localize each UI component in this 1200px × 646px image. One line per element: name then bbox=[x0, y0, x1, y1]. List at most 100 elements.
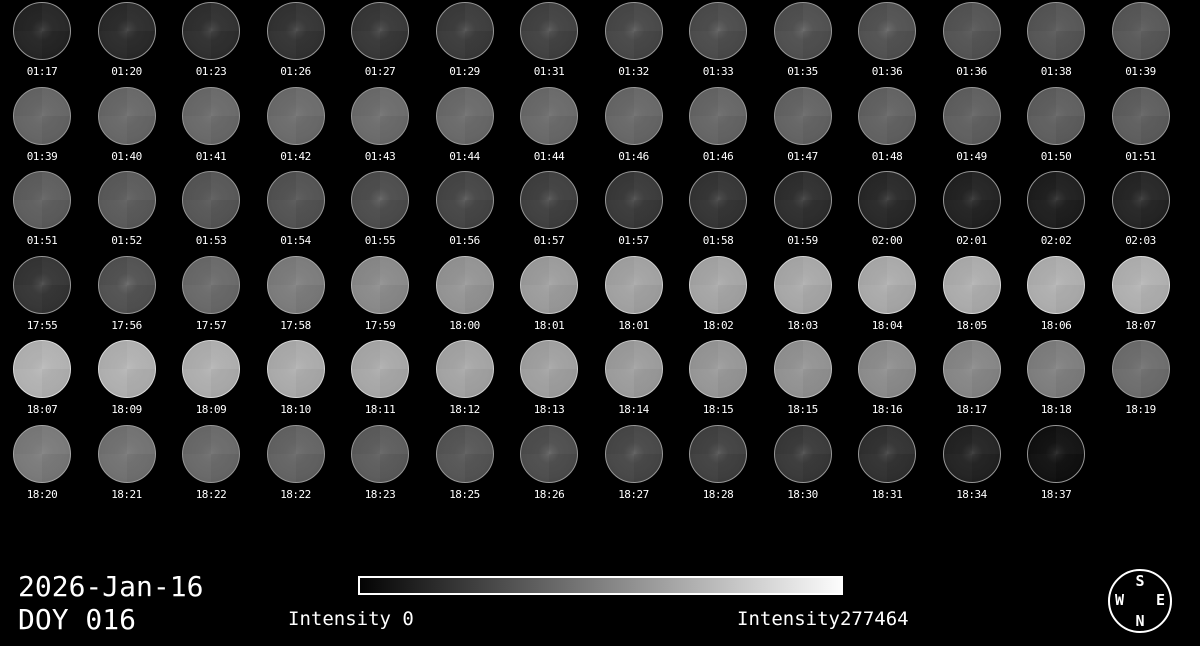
sun-image-disc bbox=[13, 255, 71, 314]
intensity-min-label: Intensity 0 bbox=[288, 608, 414, 630]
montage-row: 01:39 01:40 01:41 01:42 01:43 01:44 01:44 01:46… bbox=[13, 86, 1170, 163]
frame-cell: 18:18 bbox=[1027, 340, 1085, 416]
sun-image-disc bbox=[773, 2, 832, 60]
frame-cell: 18:27 bbox=[604, 424, 663, 501]
sun-image-disc bbox=[97, 424, 156, 483]
frame-cell: 01:46 bbox=[689, 86, 747, 163]
sun-image-disc bbox=[13, 2, 71, 60]
sun-image-disc bbox=[351, 255, 409, 314]
frame-cell: 01:57 bbox=[604, 171, 663, 247]
compass-north-label: N bbox=[1135, 612, 1145, 630]
sun-image-disc bbox=[1027, 255, 1085, 314]
frame-cell: 18:07 bbox=[13, 340, 71, 416]
frame-cell: 18:19 bbox=[1111, 340, 1170, 416]
sun-image-disc bbox=[520, 424, 578, 483]
frame-cell: 01:32 bbox=[604, 2, 663, 78]
frame-time-label: 01:52 bbox=[111, 234, 142, 247]
sun-image-disc bbox=[942, 424, 1001, 483]
sun-image-disc bbox=[182, 86, 240, 145]
frame-cell: 18:09 bbox=[97, 340, 156, 416]
date-block: 2026-Jan-16 DOY 016 bbox=[18, 570, 203, 636]
frame-time-label: 01:31 bbox=[533, 65, 565, 78]
frame-time-label: 01:44 bbox=[533, 149, 565, 163]
sun-image-disc bbox=[182, 424, 240, 483]
frame-time-label: 01:51 bbox=[26, 234, 58, 247]
frame-cell: 18:12 bbox=[435, 340, 494, 416]
frame-cell: 01:52 bbox=[97, 171, 156, 247]
sun-image-disc bbox=[689, 2, 747, 60]
frame-cell: 18:21 bbox=[97, 424, 156, 501]
sun-image-disc bbox=[266, 2, 325, 60]
frame-cell: 18:01 bbox=[604, 255, 663, 332]
frame-cell: 17:56 bbox=[97, 255, 156, 332]
sun-image-disc bbox=[13, 86, 71, 145]
frame-cell: 01:49 bbox=[942, 86, 1001, 163]
sun-image-disc bbox=[97, 340, 156, 398]
frame-cell: 18:30 bbox=[773, 424, 832, 501]
sun-image-disc bbox=[13, 171, 71, 229]
frame-cell: 18:15 bbox=[773, 340, 832, 416]
frame-time-label: 18:11 bbox=[364, 403, 396, 416]
sun-image-disc bbox=[435, 86, 494, 145]
frame-cell: 18:04 bbox=[858, 255, 916, 332]
frame-cell: 17:59 bbox=[351, 255, 409, 332]
frame-cell: 01:36 bbox=[858, 2, 916, 78]
frame-time-label: 01:29 bbox=[449, 65, 480, 78]
frame-cell: 18:25 bbox=[435, 424, 494, 501]
frame-time-label: 01:38 bbox=[1040, 65, 1072, 78]
frame-cell: 18:17 bbox=[942, 340, 1001, 416]
frame-cell: 18:07 bbox=[1111, 255, 1170, 332]
sun-image-disc bbox=[604, 255, 663, 314]
frame-time-label: 01:48 bbox=[871, 149, 903, 163]
frame-time-label: 18:30 bbox=[787, 487, 818, 501]
frame-time-label: 18:15 bbox=[702, 403, 734, 416]
sun-image-disc bbox=[266, 86, 325, 145]
frame-time-label: 01:35 bbox=[787, 65, 818, 78]
frame-time-label: 18:18 bbox=[1040, 403, 1072, 416]
frame-time-label: 01:51 bbox=[1125, 149, 1156, 163]
frame-time-label: 01:50 bbox=[1040, 149, 1072, 163]
frame-time-label: 18:25 bbox=[449, 487, 480, 501]
sun-image-disc bbox=[97, 2, 156, 60]
frame-cell: 02:03 bbox=[1111, 171, 1170, 247]
montage-row: 18:20 18:21 18:22 18:22 18:23 18:25 18:26 18:27… bbox=[13, 424, 1170, 501]
sun-image-disc bbox=[435, 2, 494, 60]
sun-image-disc bbox=[942, 340, 1001, 398]
intensity-max-label: Intensity277464 bbox=[737, 608, 909, 630]
frame-time-label: 18:12 bbox=[449, 403, 480, 416]
sun-image-disc bbox=[858, 255, 916, 314]
frame-time-label: 17:57 bbox=[195, 318, 227, 332]
sun-image-disc bbox=[689, 340, 747, 398]
frame-time-label: 18:19 bbox=[1125, 403, 1156, 416]
frame-cell: 01:44 bbox=[520, 86, 578, 163]
frame-time-label: 01:33 bbox=[702, 65, 734, 78]
frame-time-label: 01:49 bbox=[956, 149, 987, 163]
compass-south-label: S bbox=[1135, 572, 1145, 590]
frame-time-label: 01:57 bbox=[533, 234, 565, 247]
frame-cell: 01:51 bbox=[13, 171, 71, 247]
sun-image-disc bbox=[773, 340, 832, 398]
sun-image-disc bbox=[689, 255, 747, 314]
frame-time-label: 17:55 bbox=[26, 318, 58, 332]
sun-image-disc bbox=[520, 2, 578, 60]
sun-image-disc bbox=[182, 171, 240, 229]
sun-image-disc bbox=[858, 340, 916, 398]
montage-row: 18:07 18:09 18:09 18:10 18:11 18:12 18:13 18:14… bbox=[13, 340, 1170, 416]
frame-time-label: 18:14 bbox=[618, 403, 649, 416]
frame-time-label: 01:56 bbox=[449, 234, 480, 247]
frame-cell: 02:02 bbox=[1027, 171, 1085, 247]
date-label: 2026-Jan-16 bbox=[18, 570, 204, 603]
sun-image-disc bbox=[13, 340, 71, 398]
frame-time-label: 18:09 bbox=[195, 403, 227, 416]
image-grid: 01:17 01:20 01:23 01:26 01:27 01:29 01:31 01:32… bbox=[13, 2, 1170, 509]
sun-image-disc bbox=[773, 171, 832, 229]
compass-west-label: W bbox=[1115, 590, 1125, 609]
frame-time-label: 18:02 bbox=[702, 318, 734, 332]
frame-cell: 18:15 bbox=[689, 340, 747, 416]
frame-time-label: 18:17 bbox=[956, 403, 987, 416]
frame-cell: 18:37 bbox=[1027, 424, 1085, 501]
sun-image-disc bbox=[689, 86, 747, 145]
frame-cell: 18:00 bbox=[435, 255, 494, 332]
frame-time-label: 18:13 bbox=[533, 403, 565, 416]
montage-row: 17:55 17:56 17:57 17:58 17:59 18:00 18:01 18:01… bbox=[13, 255, 1170, 332]
